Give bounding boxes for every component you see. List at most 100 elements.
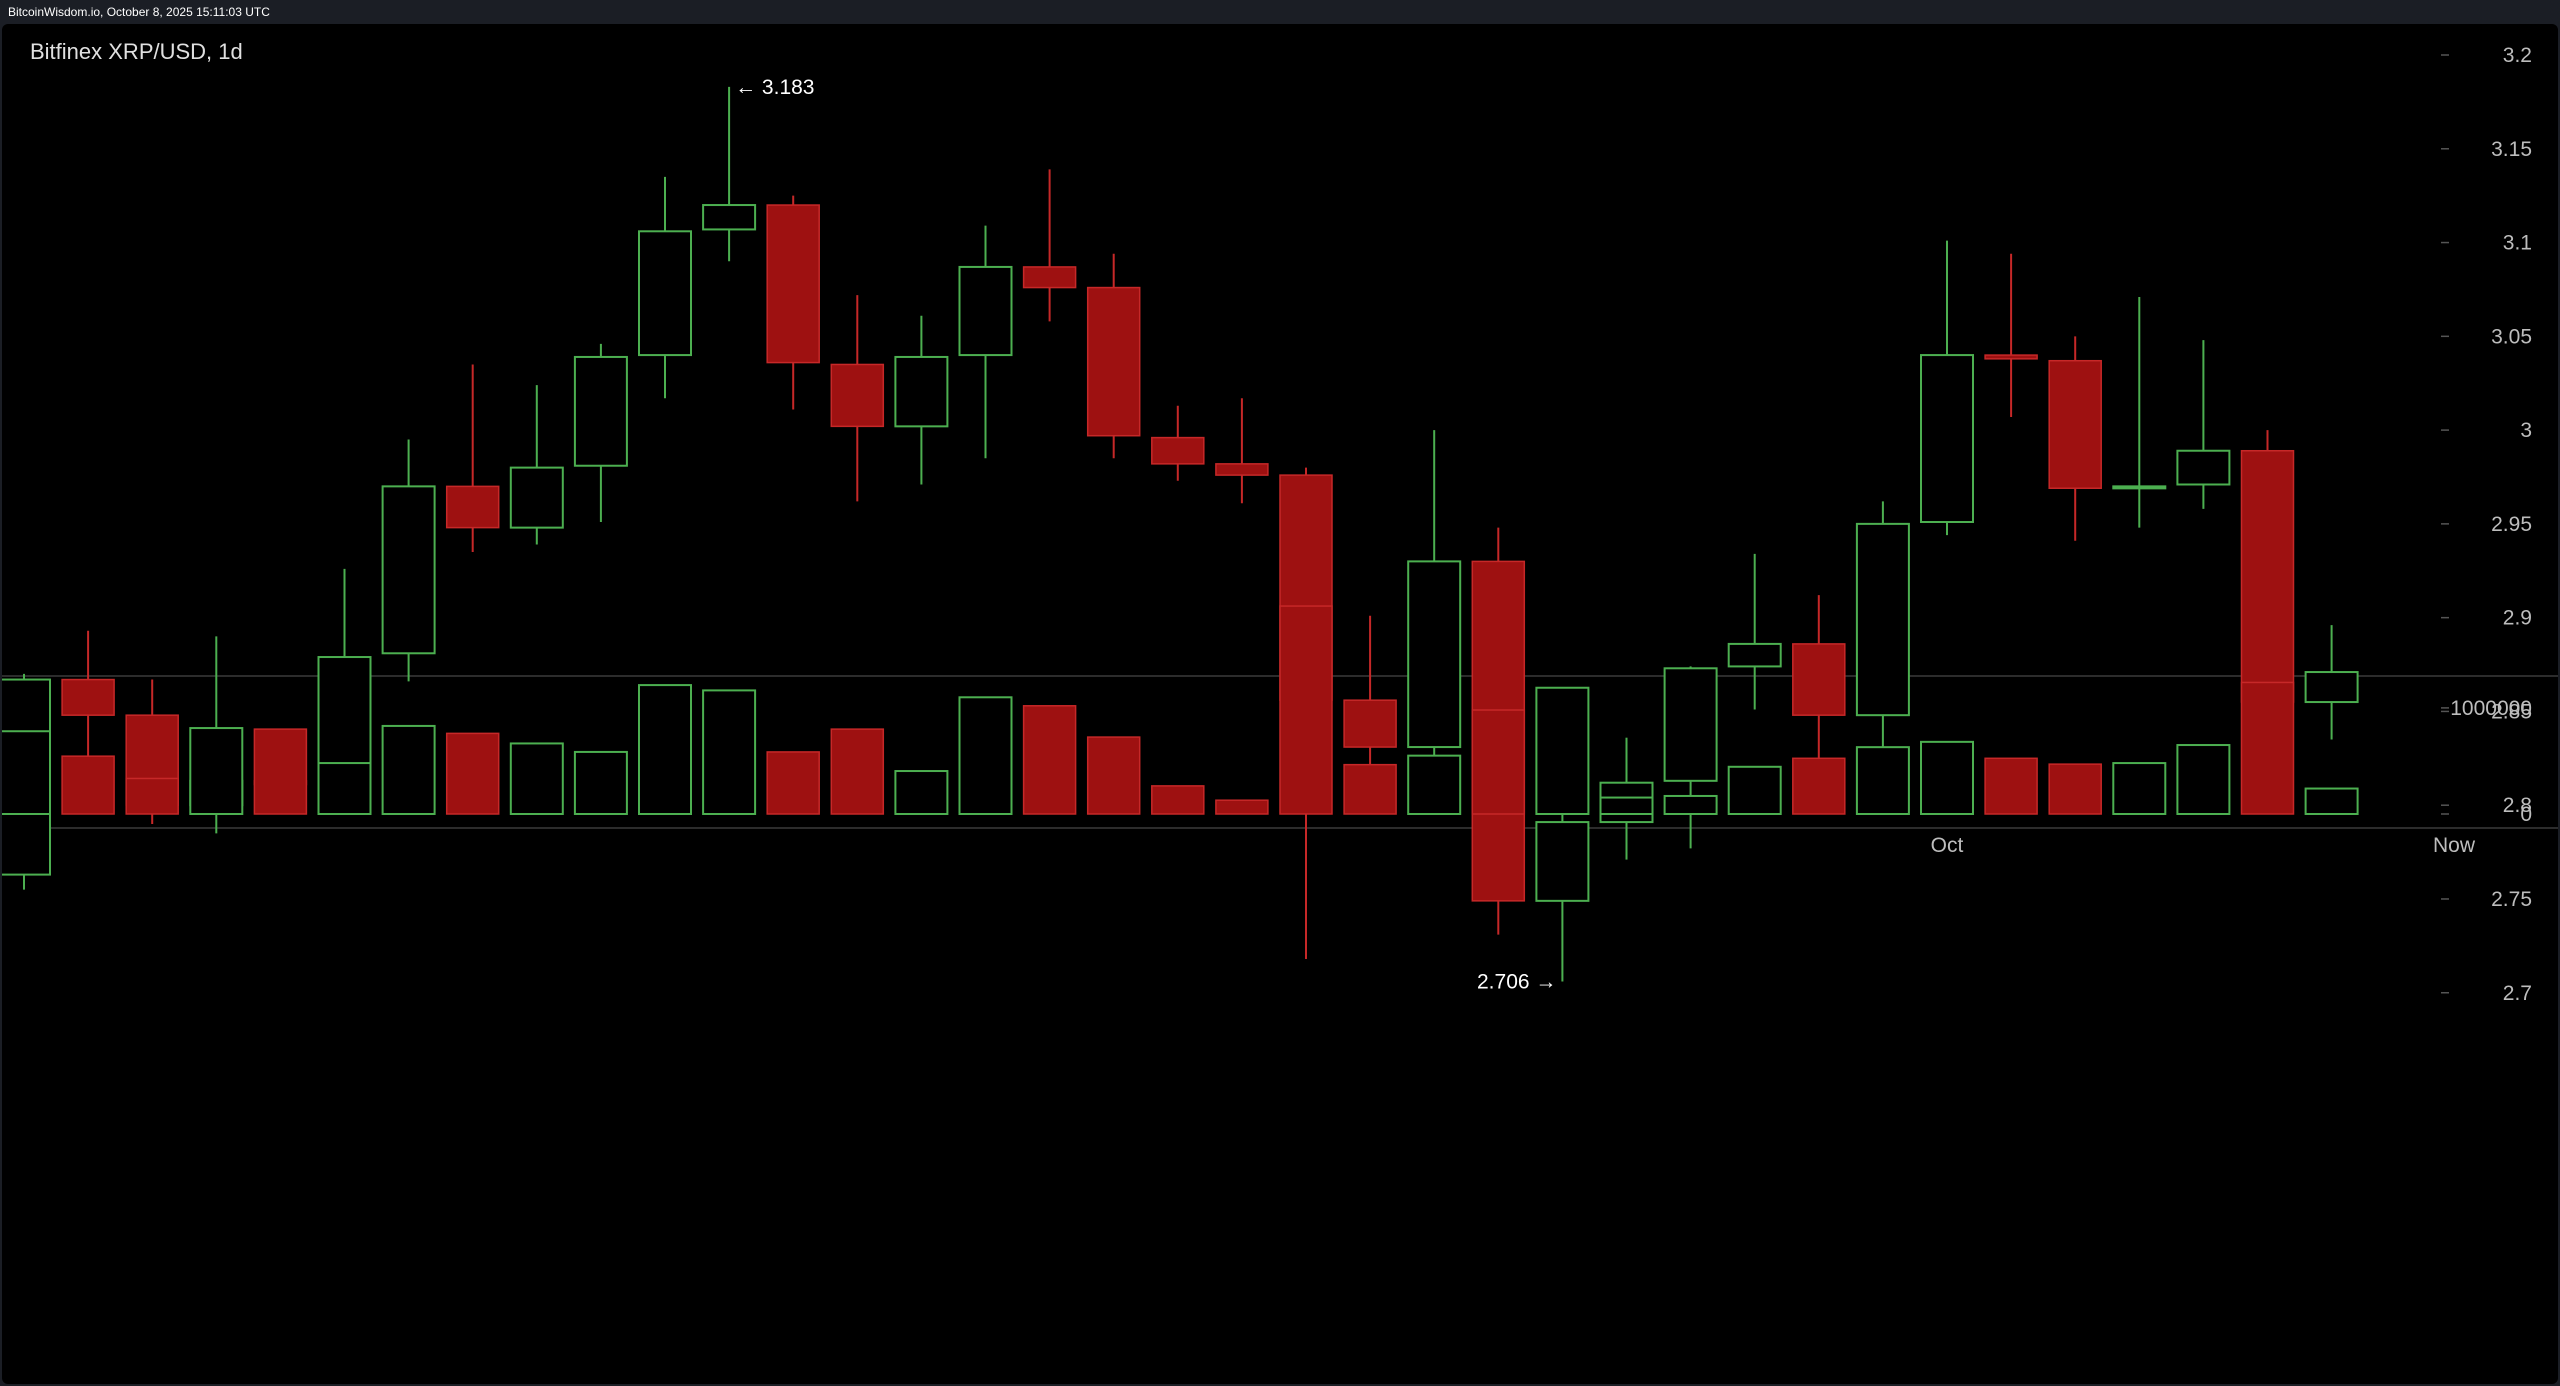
volume-bars-layer bbox=[2, 605, 2359, 816]
low-price-label: 2.706 → bbox=[1477, 970, 1556, 993]
candle-up bbox=[1920, 240, 1974, 536]
candle-body bbox=[2304, 671, 2359, 704]
candle-up bbox=[1727, 553, 1782, 710]
volume-bar-up bbox=[2112, 762, 2167, 816]
volume-bar-up bbox=[189, 727, 244, 816]
volume-bar-up bbox=[894, 770, 949, 815]
volume-bar-up bbox=[1663, 794, 1718, 816]
volume-tick-label: 0 bbox=[2520, 803, 2532, 826]
price-tick-label: 3.1 bbox=[2503, 232, 2532, 255]
candle-body bbox=[61, 678, 115, 716]
volume-bar-up bbox=[1920, 740, 1974, 815]
volume-axis: 0 1000000 bbox=[2441, 697, 2532, 826]
candle-body bbox=[2048, 359, 2102, 489]
candle-down bbox=[445, 364, 500, 553]
price-tick-label: 2.75 bbox=[2491, 888, 2532, 911]
candle-body bbox=[1215, 463, 1269, 476]
volume-bar-down bbox=[253, 728, 308, 815]
time-label-now: Now bbox=[2433, 834, 2476, 857]
volume-bar-up bbox=[1599, 796, 1654, 816]
volume-bar-down bbox=[61, 755, 115, 815]
candle-body bbox=[702, 204, 757, 231]
candle-body bbox=[2112, 485, 2167, 490]
volume-bar-up bbox=[2176, 744, 2231, 815]
candle-body bbox=[1920, 354, 1974, 523]
candle-body bbox=[1792, 643, 1846, 716]
candle-body bbox=[573, 355, 628, 467]
volume-bar-up bbox=[638, 684, 692, 815]
price-tick-label: 2.85 bbox=[2491, 700, 2532, 723]
volume-bar-up bbox=[702, 689, 757, 815]
price-tick-label: 2.9 bbox=[2503, 607, 2532, 630]
chart-title: Bitfinex XRP/USD, 1d bbox=[30, 39, 243, 64]
candle-body bbox=[1855, 522, 1910, 717]
candle-down bbox=[1792, 595, 1846, 770]
candle-body bbox=[1343, 699, 1397, 748]
candle-down bbox=[2048, 336, 2102, 541]
volume-bar-down bbox=[1279, 605, 1333, 815]
candle-down bbox=[1086, 253, 1141, 459]
volume-bar-up bbox=[958, 696, 1013, 815]
candle-body bbox=[2240, 449, 2295, 703]
candle-up bbox=[894, 315, 949, 485]
volume-bar-down bbox=[830, 728, 885, 815]
source-timestamp: BitcoinWisdom.io, October 8, 2025 15:11:… bbox=[8, 5, 270, 19]
candle-body bbox=[2176, 449, 2231, 486]
candle-body bbox=[1984, 354, 2038, 360]
annotations-layer: ← 3.183 2.706 → bbox=[735, 76, 1556, 994]
price-tick-label: 3.05 bbox=[2491, 325, 2532, 348]
candle-up bbox=[1855, 501, 1910, 781]
volume-bar-up bbox=[1727, 765, 1782, 816]
candle-down bbox=[1151, 405, 1205, 481]
volume-bar-up bbox=[2, 730, 51, 816]
volume-bar-up bbox=[573, 750, 628, 816]
price-tick-label: 3.15 bbox=[2491, 138, 2532, 161]
volume-bar-up bbox=[381, 724, 436, 816]
candle-up bbox=[1535, 777, 1590, 982]
candle-up bbox=[509, 385, 564, 545]
candle-body bbox=[1727, 642, 1782, 668]
price-tick-label: 3.2 bbox=[2503, 44, 2532, 67]
volume-bar-down bbox=[1022, 705, 1077, 815]
candle-down bbox=[1215, 398, 1269, 504]
candle-up bbox=[2176, 340, 2231, 509]
topbar: BitcoinWisdom.io, October 8, 2025 15:11:… bbox=[0, 0, 2560, 24]
volume-bar-down bbox=[2048, 763, 2102, 815]
price-tick-label: 3 bbox=[2520, 419, 2532, 442]
candle-up bbox=[958, 225, 1013, 459]
candle-down bbox=[2240, 430, 2295, 727]
candle-up bbox=[1407, 430, 1462, 809]
candle-body bbox=[1086, 286, 1141, 437]
volume-bar-down bbox=[125, 777, 179, 815]
volume-bar-down bbox=[445, 732, 500, 815]
candlestick-chart[interactable]: Bitfinex XRP/USD, 1d 2.72.752.82.852.92.… bbox=[2, 24, 2558, 1384]
volume-bar-up bbox=[1407, 754, 1462, 816]
candle-body bbox=[830, 363, 885, 428]
candle-up bbox=[638, 176, 692, 399]
volume-bar-down bbox=[1151, 785, 1205, 815]
price-axis: 2.7 2.75 2.8 2.85 2.9 2.95 3 3.05 3.1 3.15 3.2 bbox=[2441, 44, 2532, 1005]
candle-up bbox=[2112, 296, 2167, 528]
candle-down bbox=[830, 295, 885, 502]
candle-down bbox=[61, 630, 115, 774]
volume-bar-up bbox=[317, 762, 372, 816]
volume-tick-label: 1000000 bbox=[2450, 697, 2532, 720]
volume-bar-down bbox=[1215, 799, 1269, 815]
candle-body bbox=[766, 204, 820, 364]
candle-down bbox=[1022, 169, 1077, 322]
candle-body bbox=[1535, 821, 1590, 902]
volume-bar-up bbox=[509, 742, 564, 815]
candle-body bbox=[894, 355, 949, 428]
candle-up bbox=[573, 343, 628, 522]
candle-body bbox=[638, 230, 692, 357]
volume-bar-up bbox=[1535, 686, 1590, 816]
volume-bar-down bbox=[1792, 757, 1846, 815]
volume-bar-down bbox=[1086, 736, 1141, 815]
candle-up bbox=[1663, 666, 1718, 849]
candle-body bbox=[1151, 436, 1205, 465]
candles-layer bbox=[2, 86, 2359, 982]
candle-body bbox=[381, 485, 436, 655]
volume-bar-down bbox=[766, 751, 820, 815]
volume-bar-up bbox=[1855, 746, 1910, 815]
candle-body bbox=[1022, 266, 1077, 289]
